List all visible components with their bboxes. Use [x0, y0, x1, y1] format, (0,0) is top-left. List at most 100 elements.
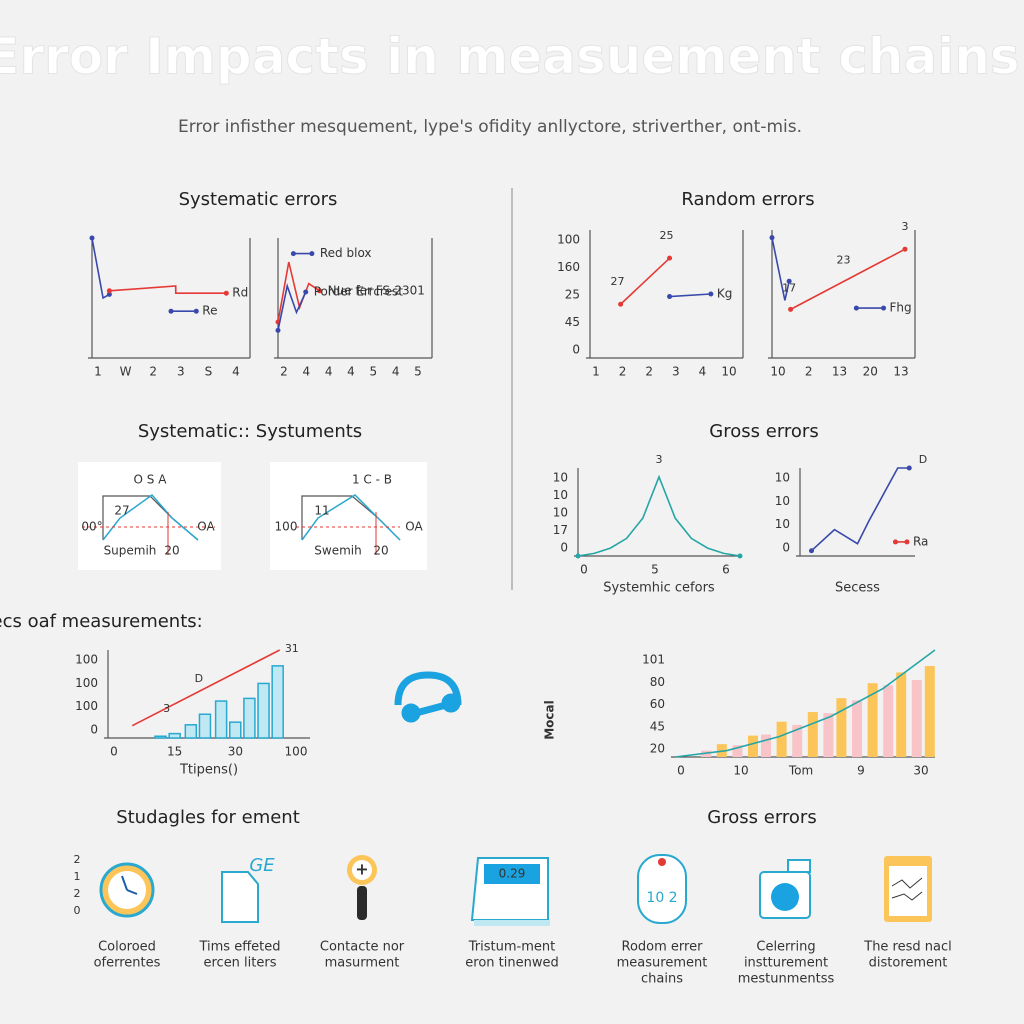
- series-label: Nue fer FS-2301: [328, 283, 425, 297]
- line: [109, 285, 227, 294]
- bar: [823, 713, 834, 757]
- annotation: 25: [660, 229, 674, 242]
- probe-icon: [347, 855, 377, 920]
- bar: [761, 734, 771, 757]
- x-tick-label: 20: [863, 365, 878, 379]
- bar: [243, 697, 256, 739]
- x-tick-label: 4: [232, 365, 240, 379]
- box-label: Swemih: [314, 544, 361, 558]
- annotation: D: [919, 453, 927, 466]
- box-label: 11: [314, 504, 329, 518]
- x-tick-label: 4: [699, 365, 707, 379]
- x-tick-label: 5: [414, 365, 422, 379]
- caption: Systemhic cefors: [603, 581, 715, 596]
- bar: [214, 700, 228, 739]
- marker: [106, 288, 112, 294]
- marker: [89, 235, 95, 241]
- icon-label: instturement: [744, 956, 828, 971]
- y-tick-label: 60: [650, 697, 665, 711]
- x-tick-label: 0: [110, 745, 118, 759]
- x-tick-label: 10: [733, 764, 748, 778]
- x-tick-label: W: [120, 365, 132, 379]
- x-tick-label: 3: [177, 365, 185, 379]
- box-label: 1 C - B: [352, 473, 392, 487]
- icon-label: Celerring: [756, 940, 815, 955]
- marker: [667, 255, 673, 261]
- x-tick-label: 5: [370, 365, 378, 379]
- y-tick-label: 100: [75, 699, 98, 713]
- marker: [769, 235, 775, 241]
- bar: [257, 682, 270, 739]
- section-heading: Studagles for ement: [116, 807, 300, 828]
- line: [669, 293, 711, 298]
- marker: [317, 288, 323, 294]
- x-tick-label: 2: [149, 365, 157, 379]
- y-tick-label: 10: [775, 471, 790, 485]
- annotation: 27: [611, 275, 625, 288]
- marker: [223, 290, 229, 296]
- bar: [896, 672, 907, 757]
- x-tick-label: 6: [722, 563, 730, 577]
- annotation: 31: [285, 642, 299, 655]
- box-label: 27: [114, 504, 129, 518]
- x-tick-label: 9: [857, 764, 865, 778]
- bar: [168, 732, 181, 739]
- y-tick-label: 101: [642, 653, 665, 667]
- icon-mark: 2: [74, 853, 81, 866]
- marker: [275, 327, 281, 333]
- y-tick-label: 0: [572, 343, 580, 357]
- x-tick-label: 10: [721, 365, 736, 379]
- icon-label: ercen liters: [203, 956, 276, 971]
- icon-mark: +: [355, 860, 368, 879]
- x-tick-label: 0: [580, 563, 588, 577]
- x-tick-label: Tom: [788, 764, 813, 778]
- marker: [902, 246, 908, 252]
- icon-mark: 1: [74, 870, 81, 883]
- icon-mark: 0.29: [499, 867, 526, 881]
- line: [790, 248, 906, 311]
- section-heading: Random errors: [681, 189, 814, 210]
- y-tick-label: 20: [650, 742, 665, 756]
- title: Error Impacts in measuement chains.: [0, 28, 1024, 86]
- camera-icon: [759, 859, 811, 919]
- side-label: Mocal: [543, 700, 557, 740]
- marker: [575, 553, 581, 559]
- y-tick-label: 10: [553, 471, 568, 485]
- section-heading: Systematic errors: [179, 189, 338, 210]
- x-tick-label: 15: [167, 745, 182, 759]
- x-tick-label: 0: [677, 764, 685, 778]
- line: [674, 649, 936, 758]
- icon-label: masurment: [325, 956, 400, 971]
- icon-label: The resd nacl: [863, 940, 952, 955]
- clock-icon: [99, 862, 155, 918]
- y-tick-label: 100: [557, 233, 580, 247]
- x-tick-label: 13: [832, 365, 847, 379]
- bar: [732, 745, 743, 757]
- box-label: OA: [197, 520, 215, 534]
- annotation: 3: [901, 220, 908, 233]
- line: [277, 261, 321, 323]
- x-tick-label: 4: [347, 365, 355, 379]
- marker: [892, 539, 898, 545]
- marker: [303, 289, 309, 295]
- annotation: 3: [656, 453, 663, 466]
- box-label: 20: [164, 544, 179, 558]
- bar: [852, 700, 862, 757]
- device-icon: [637, 854, 687, 924]
- icon-mark: 2: [74, 887, 81, 900]
- series-label: Porder Errcrest: [314, 285, 403, 299]
- marker: [853, 305, 859, 311]
- caption: Secess: [835, 581, 880, 596]
- section-heading: Gross errors: [707, 807, 816, 828]
- x-tick-label: 1: [94, 365, 102, 379]
- y-tick-label: 80: [650, 675, 665, 689]
- annotation: D: [195, 672, 203, 685]
- icon-label: mestunmentss: [738, 972, 835, 987]
- y-tick-label: 10: [775, 494, 790, 508]
- box: [78, 462, 221, 570]
- bar: [836, 698, 847, 757]
- marker: [667, 294, 673, 300]
- annotation: 23: [837, 253, 851, 266]
- marker: [193, 308, 199, 314]
- box-label: 100: [275, 520, 298, 534]
